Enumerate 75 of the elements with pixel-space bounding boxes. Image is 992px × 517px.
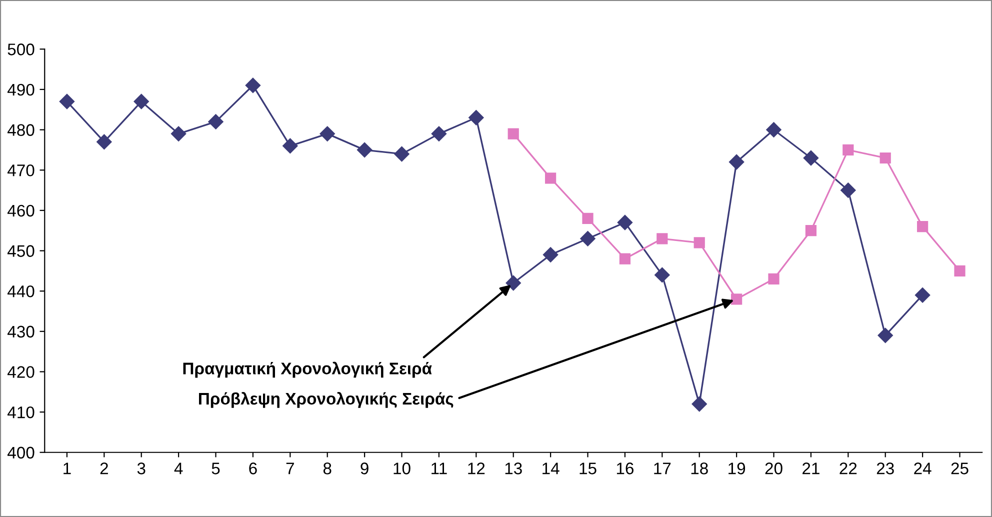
x-tick-label: 5 — [212, 462, 220, 474]
x-tick-label: 4 — [174, 462, 183, 474]
point — [840, 182, 856, 198]
point — [542, 247, 558, 262]
x-tick-label: 15 — [580, 462, 596, 474]
point — [803, 150, 819, 166]
y-tick-label: 450 — [7, 245, 34, 257]
point — [617, 214, 633, 230]
x-tick-label: 1 — [64, 462, 71, 474]
point — [468, 110, 484, 126]
point — [580, 231, 596, 246]
point — [842, 144, 854, 156]
y-tick-label: 490 — [7, 84, 34, 96]
x-tick-label: 13 — [505, 462, 522, 474]
point — [245, 78, 261, 93]
x-tick-label: 19 — [728, 462, 746, 474]
point — [320, 126, 335, 142]
point — [656, 233, 668, 244]
point — [878, 328, 893, 343]
x-tick-label: 9 — [360, 462, 368, 474]
x-tick-label: 3 — [137, 462, 146, 474]
point — [134, 94, 149, 110]
point — [692, 396, 707, 412]
point — [917, 220, 928, 232]
point — [170, 126, 186, 142]
x-tick-label: 7 — [286, 462, 294, 474]
x-tick-label: 10 — [394, 462, 410, 474]
y-tick-label: 470 — [7, 164, 34, 176]
point — [728, 154, 744, 170]
x-tick-label: 14 — [542, 462, 560, 474]
annotation: Πραγματική Χρονολογική Σειρά — [183, 362, 432, 378]
point — [582, 212, 594, 224]
y-tick-label: 400 — [7, 446, 34, 459]
point — [619, 253, 631, 264]
point — [805, 225, 817, 236]
x-tick-label: 16 — [616, 462, 634, 474]
x-tick-label: 2 — [100, 462, 108, 474]
point — [731, 294, 742, 305]
y-tick-label: 440 — [7, 285, 34, 298]
point — [954, 265, 966, 276]
x-tick-label: 23 — [876, 462, 894, 474]
point — [545, 172, 556, 184]
point — [914, 288, 930, 303]
point — [96, 134, 112, 150]
y-tick-label: 460 — [7, 204, 34, 217]
y-tick-label: 410 — [7, 406, 34, 418]
x-tick-label: 20 — [765, 462, 782, 474]
x-tick-label: 12 — [468, 462, 485, 474]
point — [768, 273, 780, 285]
point — [282, 138, 298, 154]
point — [394, 146, 410, 162]
point — [208, 114, 224, 130]
y-tick-label: 430 — [7, 326, 34, 338]
x-tick-label: 22 — [840, 462, 857, 474]
x-tick-label: 21 — [802, 462, 820, 474]
x-tick-label: 11 — [432, 462, 447, 474]
x-tick-label: 25 — [951, 462, 968, 474]
point — [431, 126, 447, 142]
point — [508, 128, 519, 140]
point — [506, 275, 521, 291]
point — [356, 142, 372, 158]
point — [654, 267, 670, 283]
x-tick-label: 17 — [654, 462, 671, 474]
x-tick-label: 18 — [691, 462, 708, 474]
annotation: Πρόβλεψη Χρονολογικής Σειράς — [199, 392, 454, 408]
y-tick-label: 500 — [8, 44, 34, 56]
x-tick-label: 24 — [914, 462, 932, 474]
y-tick-label: 480 — [7, 124, 34, 136]
y-tick-label: 420 — [7, 366, 34, 378]
point — [880, 152, 891, 164]
x-tick-label: 8 — [323, 462, 332, 474]
point — [766, 122, 782, 138]
x-tick-label: 6 — [249, 462, 257, 474]
point — [694, 237, 705, 248]
point — [59, 94, 75, 110]
